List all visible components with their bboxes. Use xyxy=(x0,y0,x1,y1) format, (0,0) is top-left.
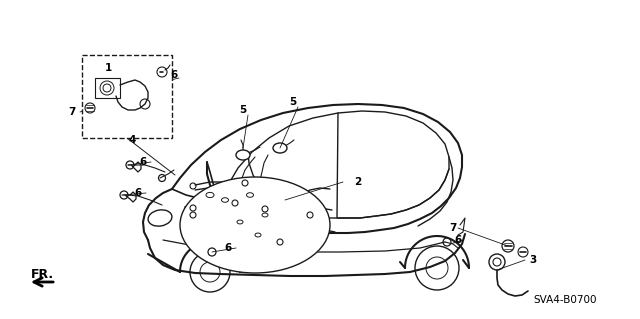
Text: 7: 7 xyxy=(449,223,457,233)
Ellipse shape xyxy=(273,143,287,153)
Text: 3: 3 xyxy=(529,255,536,265)
Text: 1: 1 xyxy=(104,63,111,73)
Ellipse shape xyxy=(255,233,261,237)
Ellipse shape xyxy=(206,192,214,197)
Text: 4: 4 xyxy=(128,135,136,145)
Text: 5: 5 xyxy=(239,105,246,115)
Text: 6: 6 xyxy=(170,70,178,80)
Text: FR.: FR. xyxy=(31,268,54,280)
Ellipse shape xyxy=(237,220,243,224)
Ellipse shape xyxy=(246,193,253,197)
Bar xyxy=(95,78,120,98)
Text: 6: 6 xyxy=(140,157,147,167)
Text: 7: 7 xyxy=(68,107,76,117)
Bar xyxy=(82,55,172,138)
Text: 6: 6 xyxy=(225,243,232,253)
Text: 2: 2 xyxy=(355,177,362,187)
Text: SVA4-B0700: SVA4-B0700 xyxy=(533,295,596,305)
Text: 5: 5 xyxy=(289,97,296,107)
Ellipse shape xyxy=(221,198,228,202)
Ellipse shape xyxy=(236,150,250,160)
Ellipse shape xyxy=(148,210,172,226)
Text: 6: 6 xyxy=(134,188,141,198)
Ellipse shape xyxy=(262,213,268,217)
Ellipse shape xyxy=(180,177,330,273)
Text: 6: 6 xyxy=(454,235,461,245)
